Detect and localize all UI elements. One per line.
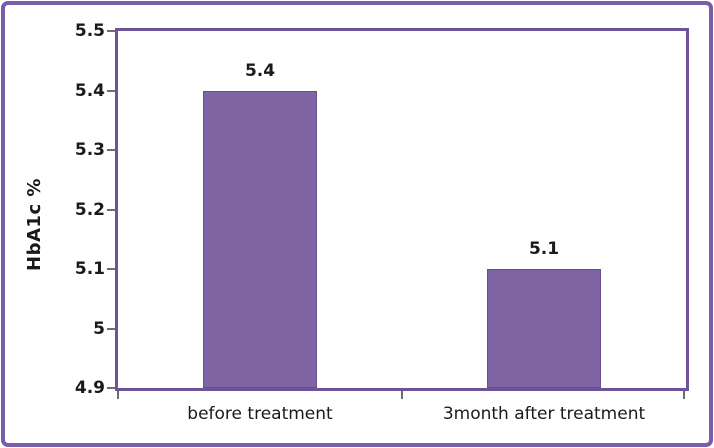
y-tick-label: 4.9 <box>74 378 105 398</box>
y-tick-label: 5.1 <box>74 259 105 279</box>
x-category-label: 3month after treatment <box>442 404 646 424</box>
y-tick-label: 5 <box>93 318 105 339</box>
x-tick-mark <box>117 391 119 399</box>
y-axis-title-text: HbA1c % <box>23 177 45 271</box>
bar <box>487 269 601 388</box>
y-tick-label: 5.2 <box>74 199 105 220</box>
x-category-label: before treatment <box>187 404 333 424</box>
x-tick-mark <box>683 391 685 399</box>
plot-area <box>115 28 689 391</box>
y-tick-mark <box>107 268 115 270</box>
y-tick-mark <box>107 149 115 151</box>
y-axis-title: HbA1c % <box>14 0 54 448</box>
y-tick-mark <box>107 387 115 389</box>
y-tick-label: 5.4 <box>74 80 105 101</box>
bar <box>203 90 317 388</box>
y-tick-label: 5.3 <box>74 140 105 160</box>
y-tick-label: 5.5 <box>74 21 105 41</box>
x-tick-mark <box>401 391 403 399</box>
y-tick-mark <box>107 208 115 211</box>
bar-value-label: 5.1 <box>528 239 560 259</box>
y-tick-mark <box>107 327 115 330</box>
bar-value-label: 5.4 <box>244 60 276 81</box>
y-tick-mark <box>107 89 115 92</box>
y-tick-mark <box>107 30 115 32</box>
